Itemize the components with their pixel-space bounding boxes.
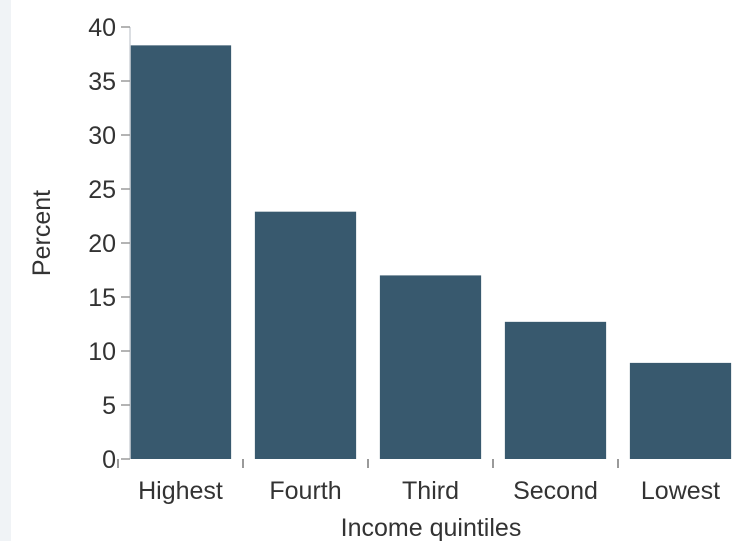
x-tick-label-lowest: Lowest (641, 477, 720, 505)
y-tick-label-0: 0 (102, 446, 116, 474)
y-tick-label-10: 10 (88, 338, 116, 366)
bar-highest (129, 45, 232, 460)
y-axis-title: Percent (28, 190, 56, 276)
left-edge-strip (0, 0, 11, 541)
y-tick-label-40: 40 (88, 14, 116, 42)
y-tick-label-30: 30 (88, 122, 116, 150)
x-tick-label-third: Third (402, 477, 459, 505)
x-tick-label-fourth: Fourth (269, 477, 341, 505)
x-tick-label-highest: Highest (138, 477, 223, 505)
bar-second (504, 321, 607, 459)
y-axis: 0 5 10 15 20 25 30 35 40 (88, 14, 131, 474)
bar-lowest (629, 362, 732, 459)
y-tick-label-25: 25 (88, 176, 116, 204)
y-tick-label-35: 35 (88, 68, 116, 96)
x-axis: Highest Fourth Third Second Lowest (117, 459, 720, 505)
y-tick-label-15: 15 (88, 284, 116, 312)
bar-third (379, 275, 482, 459)
bar-fourth (254, 211, 357, 459)
y-tick-label-5: 5 (102, 392, 116, 420)
y-tick-label-20: 20 (88, 230, 116, 258)
bars-group (129, 45, 732, 460)
x-axis-title: Income quintiles (341, 514, 522, 541)
x-tick-label-second: Second (513, 477, 598, 505)
